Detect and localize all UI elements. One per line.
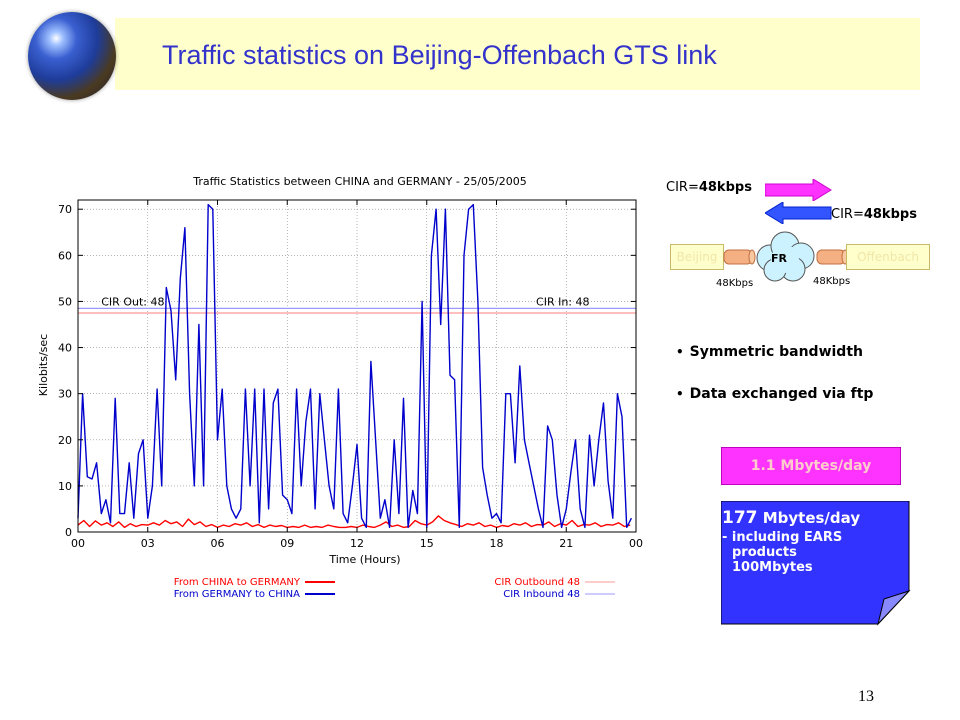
left-router-icon: [723, 249, 756, 265]
annotation-cir-out: CIR Out: 48: [101, 295, 164, 308]
inbound-arrow-icon: [765, 202, 832, 224]
x-tick-label: 00: [71, 537, 85, 550]
bullet-dot-icon: •: [676, 345, 684, 359]
legend-label-china-to-germany: From CHINA to GERMANY: [174, 577, 301, 588]
frame-relay-cloud-icon: [756, 231, 815, 282]
legend-label-cir-outbound: CIR Outbound 48: [494, 577, 580, 588]
chart-series: [77, 203, 633, 529]
y-tick-label: 0: [65, 526, 72, 539]
cloud-label: FR: [771, 252, 787, 265]
chart-title: Traffic Statistics between CHINA and GER…: [192, 175, 526, 188]
page-number: 13: [858, 688, 874, 705]
bullet-dot-icon: •: [676, 387, 684, 401]
chart-legend: From CHINA to GERMANY From GERMANY to CH…: [174, 577, 615, 600]
inbound-volume-note-line: 100Mbytes: [732, 560, 813, 575]
y-tick-label: 50: [58, 295, 72, 308]
offenbach-node: Offenbach: [846, 244, 930, 270]
left-link-speed: 48Kbps: [716, 278, 754, 289]
inbound-volume-unit: Mbytes/day: [757, 509, 861, 527]
outbound-arrow-icon: [765, 179, 832, 201]
inbound-volume-note-line: - including EARS: [722, 530, 843, 545]
inbound-volume-note: [721, 501, 911, 626]
y-tick-label: 40: [58, 342, 72, 355]
bullet-symmetric-bandwidth: • Symmetric bandwidth: [676, 344, 863, 360]
y-tick-label: 30: [58, 388, 72, 401]
y-tick-label: 60: [58, 249, 72, 262]
x-tick-label: 00: [629, 537, 643, 550]
outbound-volume-box: 1.1 Mbytes/day: [721, 447, 901, 485]
beijing-node: Beijing: [670, 244, 724, 270]
right-router-icon: [816, 249, 849, 265]
inbound-volume-text: 177 Mbytes/day - including EARS products…: [722, 508, 892, 575]
y-tick-label: 20: [58, 434, 72, 447]
x-tick-label: 12: [350, 537, 364, 550]
chart-grid: [78, 200, 636, 532]
right-link-speed: 48Kbps: [813, 276, 851, 287]
legend-label-germany-to-china: From GERMANY to CHINA: [174, 589, 300, 600]
title-bar: [115, 18, 920, 90]
legend-label-cir-inbound: CIR Inbound 48: [503, 589, 580, 600]
cir-out-label: CIR=48kbps: [666, 180, 752, 195]
x-tick-label: 03: [141, 537, 155, 550]
x-axis-label: Time (Hours): [328, 553, 400, 566]
series-china-to-germany: [77, 515, 631, 529]
inbound-volume-note-line: products: [732, 545, 797, 560]
slide-title: Traffic statistics on Beijing-Offenbach …: [162, 40, 717, 70]
traffic-chart: Traffic Statistics between CHINA and GER…: [25, 165, 645, 610]
chart-background: [25, 165, 645, 610]
inbound-volume-amount: 177: [722, 508, 758, 528]
x-tick-label: 15: [420, 537, 434, 550]
y-tick-label: 10: [58, 480, 72, 493]
x-tick-label: 21: [559, 537, 573, 550]
bullet-data-exchange: • Data exchanged via ftp: [676, 386, 874, 402]
x-tick-label: 09: [280, 537, 294, 550]
y-tick-label: 70: [58, 203, 72, 216]
x-tick-label: 18: [490, 537, 504, 550]
series-germany-to-china: [77, 203, 633, 529]
annotation-cir-in: CIR In: 48: [536, 295, 589, 308]
x-tick-label: 06: [211, 537, 225, 550]
cir-in-label: CIR=48kbps: [831, 207, 917, 222]
globe-icon: [28, 12, 116, 100]
y-axis-label: Kilobits/sec: [37, 334, 50, 396]
